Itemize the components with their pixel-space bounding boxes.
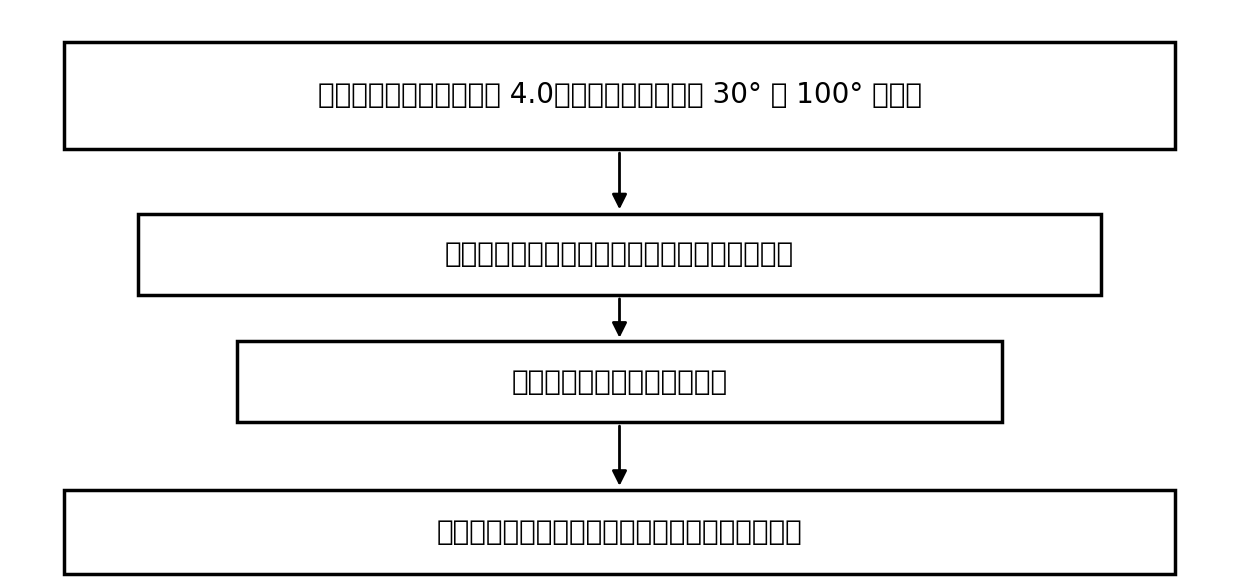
FancyBboxPatch shape [64, 42, 1175, 149]
Text: 没积盆地中某一地震台站 4.0以上远震（震中距为 30° 到 100° ）数据: 没积盆地中某一地震台站 4.0以上远震（震中距为 30° 到 100° ）数据 [317, 81, 922, 109]
Text: 检测每个事件是否具有周期性: 检测每个事件是否具有周期性 [512, 368, 727, 395]
Text: 计算每个地震事件的三个接收函数的自相关函数: 计算每个地震事件的三个接收函数的自相关函数 [445, 241, 794, 269]
Text: 计算所有周期函数的均値，作为没积层的时间厚度: 计算所有周期函数的均値，作为没积层的时间厚度 [436, 518, 803, 546]
FancyBboxPatch shape [139, 214, 1100, 295]
FancyBboxPatch shape [237, 341, 1002, 422]
FancyBboxPatch shape [64, 490, 1175, 574]
